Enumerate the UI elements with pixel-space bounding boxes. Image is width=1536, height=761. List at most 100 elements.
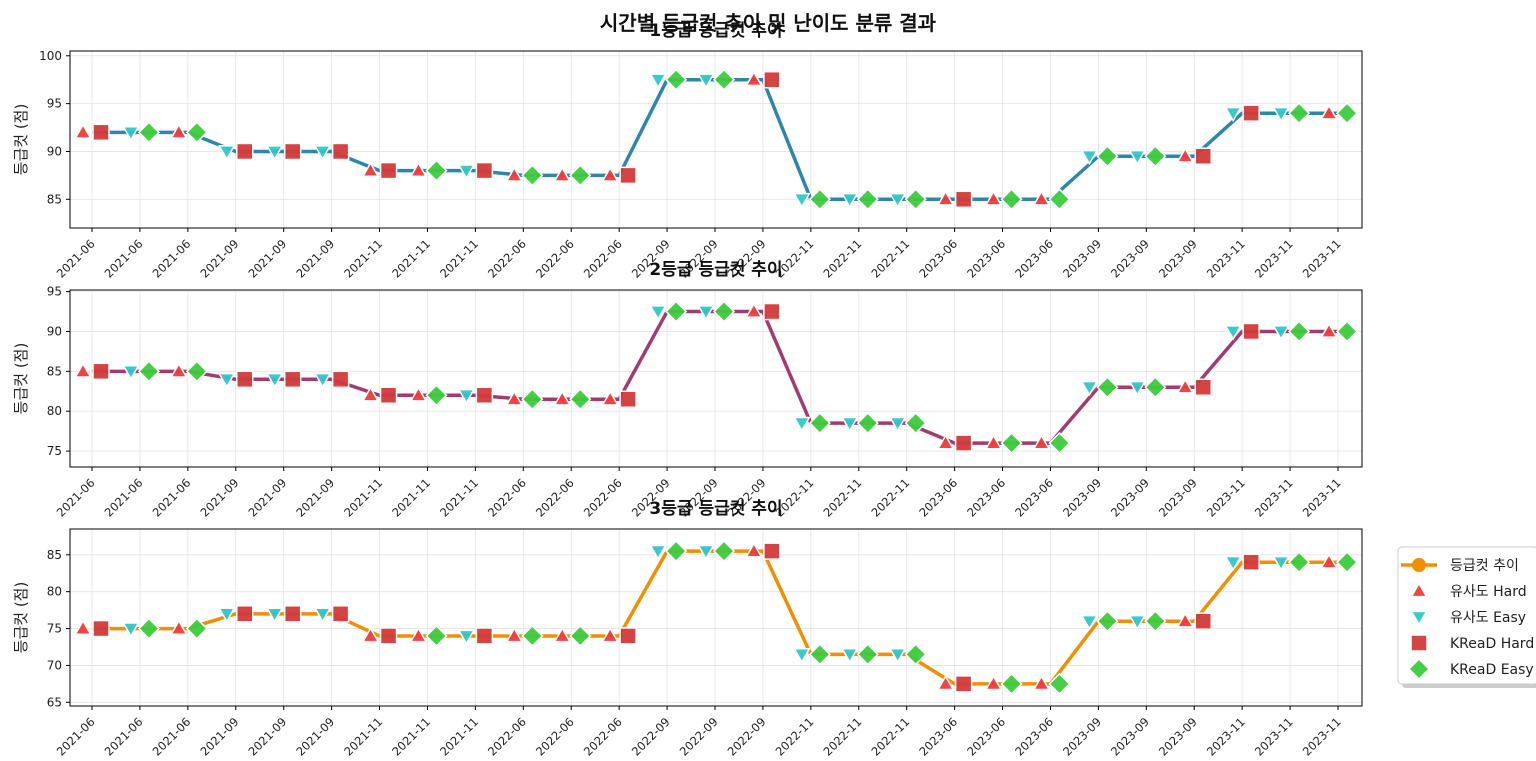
kread-easy-marker (425, 624, 448, 647)
kread-easy-marker (712, 540, 736, 563)
kread-hard-marker (283, 142, 302, 161)
x-tick-label: 2021-11 (341, 237, 385, 281)
kread-easy-marker (856, 643, 879, 666)
x-tick-label: 2023-09 (1108, 237, 1152, 281)
kread-easy-marker (1288, 102, 1311, 125)
kread-easy-marker (904, 643, 927, 666)
similarity-easy-marker (457, 388, 476, 405)
x-tick-label: 2021-06 (150, 476, 194, 520)
x-tick-label: 2023-09 (1060, 715, 1104, 757)
kread-hard-marker (763, 70, 781, 89)
x-tick-label: 2022-06 (533, 715, 577, 757)
kread-hard-marker (619, 166, 637, 185)
kread-hard-marker (475, 627, 494, 645)
similarity-easy-marker (1272, 325, 1290, 341)
kread-easy-marker (904, 188, 927, 211)
kread-easy-marker (1335, 551, 1359, 574)
kread-hard-marker (92, 123, 110, 142)
similarity-easy-marker (888, 648, 907, 664)
similarity-hard-marker (1176, 147, 1195, 163)
x-tick-label: 2022-11 (773, 715, 817, 757)
x-tick-label: 2023-09 (1156, 237, 1200, 281)
x-tick-label: 2023-06 (1012, 237, 1056, 281)
kread-hard-marker (283, 370, 302, 389)
similarity-easy-marker (265, 145, 284, 161)
kread-easy-marker (808, 643, 831, 666)
kread-hard-marker (92, 619, 110, 638)
similarity-easy-marker (1272, 555, 1290, 572)
similarity-hard-marker (553, 390, 572, 406)
kread-hard-marker (954, 434, 973, 452)
similarity-easy-marker (457, 629, 476, 645)
kread-easy-marker (521, 624, 544, 647)
kread-easy-marker (1144, 145, 1167, 168)
x-tick-label: 2022-06 (581, 715, 625, 757)
similarity-hard-marker (409, 386, 428, 402)
x-tick-label: 2022-06 (581, 237, 625, 281)
similarity-hard-marker (361, 161, 380, 177)
similarity-hard-marker (505, 626, 524, 643)
kread-hard-marker (763, 302, 781, 321)
similarity-easy-marker (840, 192, 859, 209)
y-tick-label: 95 (47, 285, 62, 299)
kread-hard-marker (236, 142, 254, 161)
similarity-easy-marker (888, 192, 907, 209)
legend-label: KReaD Hard (1450, 636, 1534, 652)
legend-similarity-hard-swatch (1410, 581, 1428, 598)
similarity-easy-marker (793, 192, 811, 209)
x-tick-label: 2022-09 (725, 715, 769, 757)
figure-title: 시간별 등급컷 추이 및 난이도 분류 결과 (600, 11, 937, 35)
similarity-hard-marker (1032, 674, 1051, 691)
kread-easy-marker (1000, 188, 1023, 211)
kread-easy-marker (712, 68, 736, 91)
similarity-hard-marker (170, 362, 188, 378)
similarity-hard-marker (745, 542, 763, 558)
x-tick-label: 2023-11 (1252, 476, 1296, 520)
similarity-hard-marker (553, 166, 572, 182)
kread-easy-marker (185, 617, 208, 640)
x-tick-label: 2021-09 (293, 715, 337, 757)
x-tick-label: 2023-11 (1300, 237, 1344, 281)
kread-easy-marker (665, 68, 688, 91)
kread-hard-marker (763, 542, 781, 560)
x-tick-label: 2023-11 (1204, 476, 1248, 520)
similarity-hard-marker (984, 434, 1003, 450)
kread-hard-marker (92, 362, 110, 381)
similarity-easy-marker (649, 544, 667, 561)
x-tick-label: 2021-11 (389, 715, 433, 757)
kread-easy-marker (1288, 320, 1311, 343)
x-tick-label: 2021-11 (437, 715, 481, 757)
x-tick-label: 2021-06 (54, 715, 98, 757)
kread-easy-marker (1096, 376, 1119, 399)
kread-hard-marker (236, 605, 254, 623)
similarity-hard-marker (74, 619, 92, 635)
x-tick-label: 2022-06 (533, 476, 577, 520)
x-tick-label: 2023-09 (1060, 476, 1104, 520)
kread-easy-marker (569, 388, 592, 411)
kread-hard-marker (1242, 104, 1260, 122)
kread-hard-marker (1194, 612, 1212, 630)
similarity-easy-marker (793, 416, 811, 433)
x-tick-label: 2022-11 (821, 237, 865, 281)
x-tick-label: 2021-09 (293, 237, 337, 281)
plot-frame (69, 528, 1363, 707)
y-tick-label: 90 (47, 144, 62, 158)
similarity-easy-marker (1272, 106, 1290, 123)
x-tick-label: 2021-09 (245, 715, 289, 757)
similarity-hard-marker (553, 626, 572, 643)
x-tick-label: 2023-06 (1012, 476, 1056, 520)
kread-easy-marker (569, 624, 592, 647)
kread-easy-marker (1335, 102, 1359, 125)
kread-easy-marker (1048, 672, 1071, 695)
x-tick-label: 2021-11 (341, 476, 385, 520)
similarity-easy-marker (265, 372, 284, 389)
similarity-hard-marker (936, 674, 955, 691)
kread-easy-marker (425, 384, 448, 407)
kread-easy-marker (1144, 376, 1167, 399)
similarity-hard-marker (409, 626, 428, 643)
x-tick-label: 2023-09 (1108, 476, 1152, 520)
x-tick-label: 2023-09 (1060, 237, 1104, 281)
similarity-easy-marker (1224, 325, 1242, 341)
